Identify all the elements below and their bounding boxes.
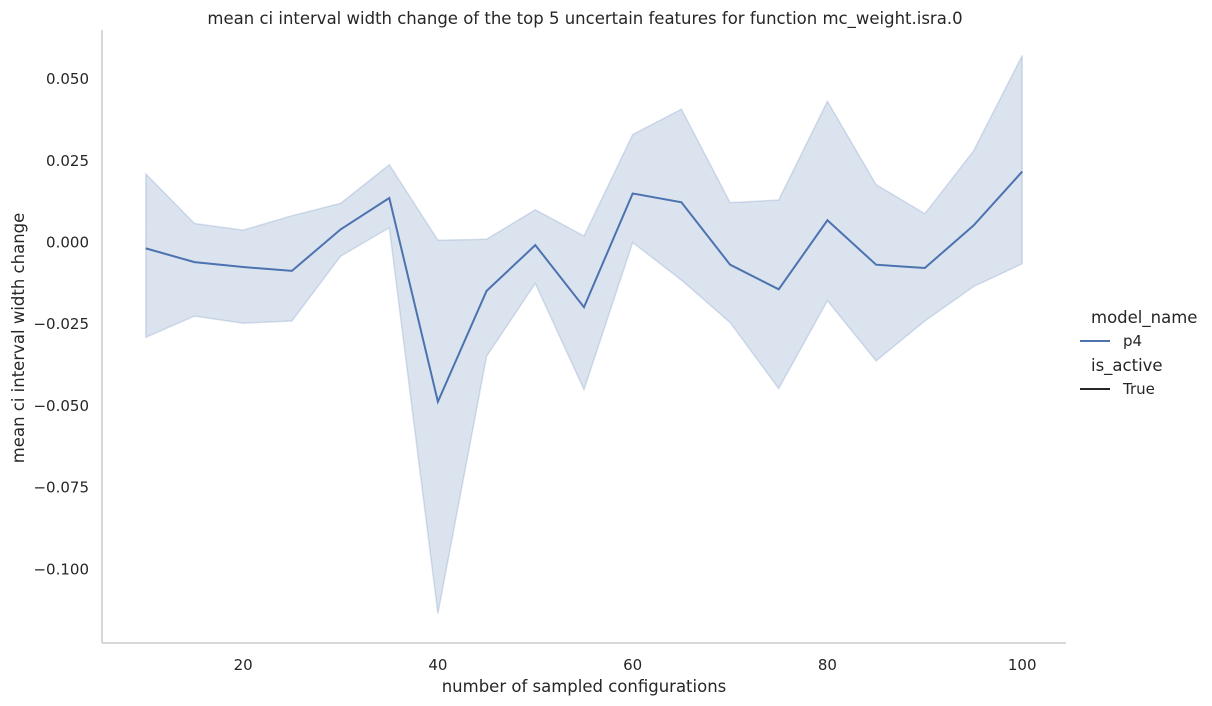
legend-label-p4: p4 <box>1123 332 1142 350</box>
y-tick-label: 0.050 <box>46 70 89 88</box>
chart-title: mean ci interval width change of the top… <box>207 9 962 29</box>
legend-title-model-name: model_name <box>1091 308 1197 328</box>
x-axis-ticks: 20 40 60 80 100 <box>234 656 1037 674</box>
confidence-band <box>145 55 1023 614</box>
y-tick-label: 0.000 <box>46 234 89 252</box>
x-tick-label: 40 <box>428 656 447 674</box>
x-tick-label: 100 <box>1008 656 1037 674</box>
y-tick-label: −0.025 <box>33 315 89 333</box>
y-axis-label: mean ci interval width change <box>9 213 28 464</box>
x-axis-label: number of sampled configurations <box>442 677 727 696</box>
x-tick-label: 60 <box>623 656 642 674</box>
x-tick-label: 20 <box>234 656 253 674</box>
x-tick-label: 80 <box>818 656 837 674</box>
y-tick-label: −0.050 <box>33 397 89 415</box>
legend-title-is-active: is_active <box>1091 356 1163 376</box>
series-line-p4 <box>145 170 1023 405</box>
legend: model_name p4 is_active True <box>1080 308 1197 398</box>
y-tick-label: −0.100 <box>33 560 89 578</box>
plot-area <box>145 55 1023 614</box>
y-tick-label: 0.025 <box>46 152 89 170</box>
y-axis-ticks: 0.050 0.025 0.000 −0.025 −0.050 −0.075 −0.100 <box>33 70 89 578</box>
legend-label-true: True <box>1122 380 1155 398</box>
y-tick-label: −0.075 <box>33 479 89 497</box>
